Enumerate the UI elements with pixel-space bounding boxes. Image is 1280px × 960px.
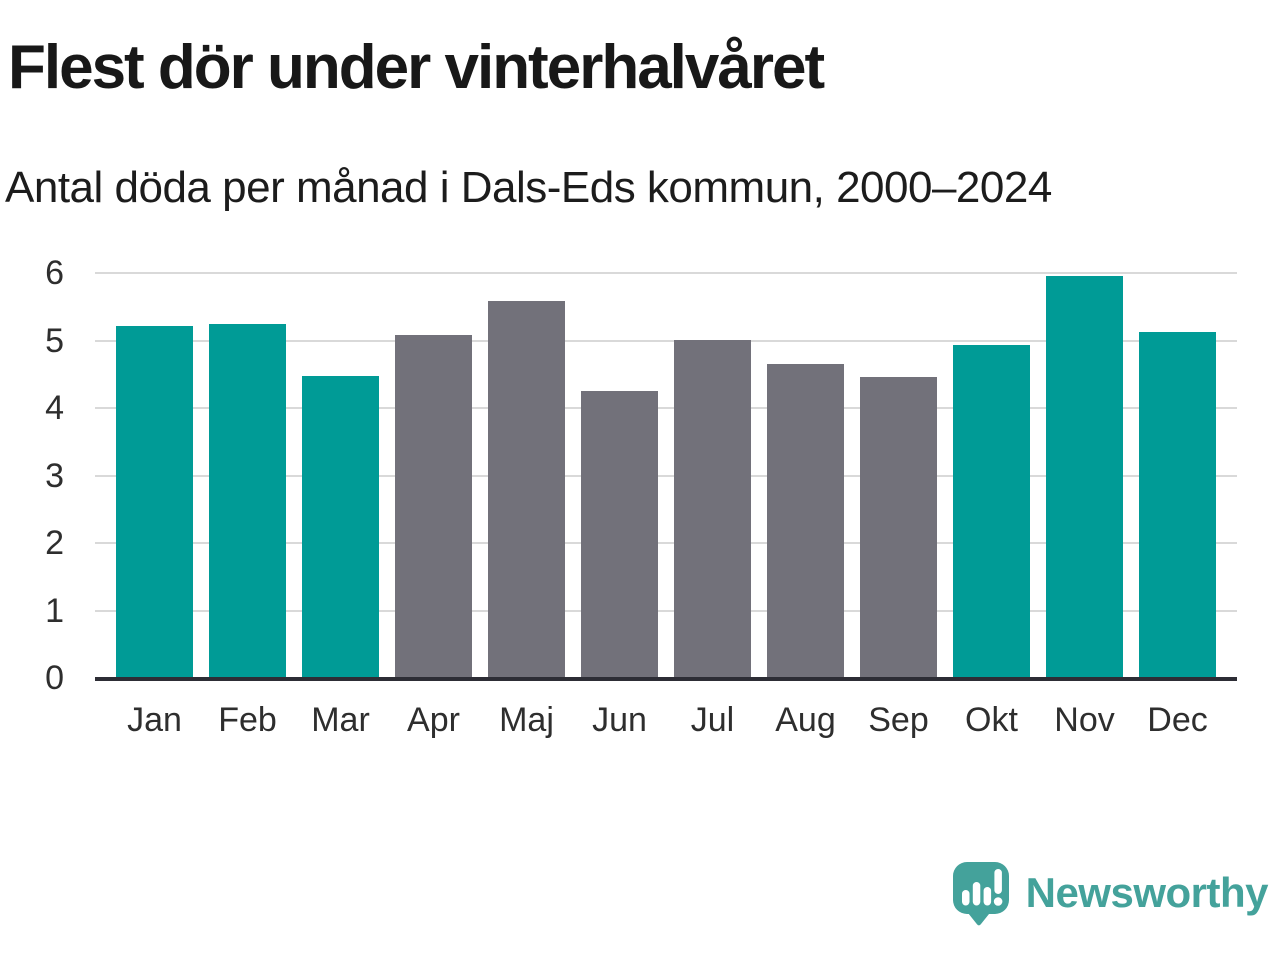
bar-slot-jul [666,273,759,678]
bar-feb [208,324,287,678]
bar-slot-jan [108,273,201,678]
bar-okt [952,345,1031,678]
y-axis-labels: 0 1 2 3 4 5 6 [0,256,80,695]
y-tick-label-4: 4 [45,389,64,427]
gridline-y2 [95,542,1237,544]
newsworthy-branding: Newsworthy [949,860,1269,926]
chart-title: Flest dör under vinterhalvåret [8,33,825,102]
bar-jun [580,391,659,678]
bar-slot-okt [945,273,1038,678]
x-tick-label-okt: Okt [965,701,1018,739]
bar-slot-mar [294,273,387,678]
gridline-y3 [95,474,1237,477]
bar-sep [859,377,938,678]
y-tick-label-5: 5 [45,321,64,360]
x-axis-labels: Jan Feb Mar Apr Maj Jun Jul Aug Sep Okt Nov Dec [95,698,1237,742]
bar-jul [673,340,752,678]
newsworthy-logo-text: Newsworthy [1025,869,1269,916]
gridline-y1 [95,609,1237,612]
bar-slot-aug [759,273,852,678]
bar-slot-apr [387,273,480,678]
bar-dec [1138,332,1217,678]
bar-slot-nov [1038,273,1131,678]
x-tick-label-feb: Feb [218,701,277,739]
gridline-y5 [95,339,1237,342]
x-axis-line [95,677,1237,681]
x-tick-label-apr: Apr [407,701,460,739]
x-tick-label-dec: Dec [1147,701,1208,739]
chart-subtitle: Antal döda per månad i Dals-Eds kommun, … [5,163,1052,212]
x-tick-label-mar: Mar [311,701,370,739]
newsworthy-logo-icon [952,862,1009,926]
x-tick-label-jun: Jun [592,701,647,739]
x-tick-label-jul: Jul [690,701,735,739]
bar-maj [487,301,566,678]
x-tick-label-jan: Jan [127,701,182,739]
bar-slot-maj [480,273,573,678]
x-tick-label-sep: Sep [868,701,929,739]
y-tick-label-0: 0 [45,659,64,697]
bar-slot-dec [1131,273,1224,678]
x-tick-label-aug: Aug [775,701,836,739]
bar-slot-feb [201,273,294,678]
bar-jan [115,326,194,678]
y-tick-label-6: 6 [45,254,64,292]
y-tick-label-2: 2 [45,524,64,562]
y-tick-label-1: 1 [45,591,64,630]
bar-slot-sep [852,273,945,678]
y-tick-label-3: 3 [45,456,64,495]
gridline-y4 [95,407,1237,409]
bar-aug [766,364,845,678]
bar-slot-jun [573,273,666,678]
x-tick-label-nov: Nov [1054,701,1115,739]
bars-row [95,273,1237,678]
bar-mar [301,376,380,678]
bar-apr [394,335,473,678]
x-tick-label-maj: Maj [499,701,554,739]
plot-area [95,272,1237,678]
bar-nov [1045,276,1124,678]
gridline-y6 [95,272,1237,274]
